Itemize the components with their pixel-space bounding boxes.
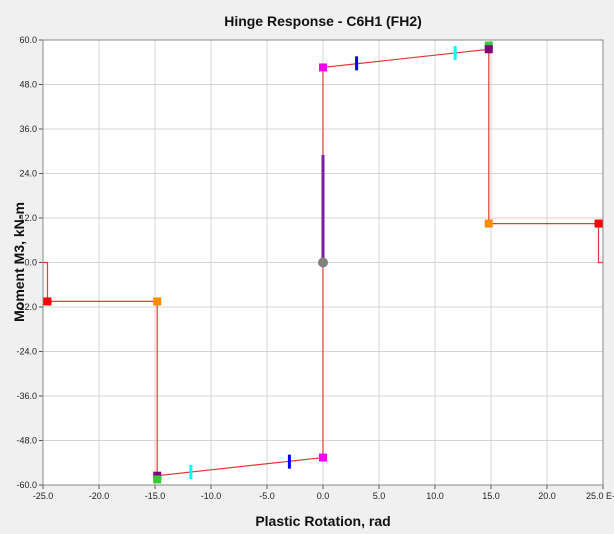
state-marker-square: [484, 45, 493, 54]
y-tick-label: 48.0: [19, 80, 37, 90]
state-marker-bar: [355, 56, 359, 71]
x-tick-label: 25.0 E-3: [586, 491, 614, 501]
x-tick-label: 0.0: [317, 491, 330, 501]
x-tick-label: -5.0: [259, 491, 275, 501]
x-tick-label: 10.0: [426, 491, 444, 501]
y-tick-label: 0.0: [24, 258, 37, 268]
state-marker-square: [484, 219, 493, 228]
state-marker-bar: [189, 465, 193, 480]
state-marker-square: [594, 219, 603, 228]
y-tick-label: -60.0: [16, 480, 37, 490]
state-marker-square: [153, 475, 162, 484]
y-axis-label: Moment M3, kN-m: [11, 202, 27, 322]
tick-labels: -25.0 -20.0 -15.0 -10.0 -5.0 0.0 5.0 10.0 15.0 20…: [16, 35, 614, 501]
y-tick-label: -24.0: [16, 347, 37, 357]
y-tick-label: -12.0: [16, 302, 37, 312]
state-marker-square: [319, 63, 327, 72]
state-marker-bar: [453, 45, 457, 60]
x-tick-label: -20.0: [89, 491, 110, 501]
x-tick-label: 20.0: [538, 491, 556, 501]
x-tick-label: -15.0: [145, 491, 166, 501]
y-tick-label: 12.0: [19, 213, 37, 223]
marker-layer: [43, 41, 603, 484]
state-marker-square: [319, 453, 327, 462]
y-tick-label: 60.0: [19, 35, 37, 45]
y-tick-label: -48.0: [16, 436, 37, 446]
state-marker-bar: [287, 454, 291, 469]
x-tick-label: -10.0: [201, 491, 222, 501]
x-tick-label: 5.0: [373, 491, 386, 501]
y-tick-label: -36.0: [16, 391, 37, 401]
y-tick-label: 36.0: [19, 124, 37, 134]
state-marker-square: [153, 297, 162, 306]
current-state-point: [318, 257, 328, 268]
x-axis-label: Plastic Rotation, rad: [255, 513, 390, 529]
x-tick-label: 15.0: [482, 491, 500, 501]
chart-title: Hinge Response - C6H1 (FH2): [224, 13, 422, 29]
y-tick-label: 24.0: [19, 169, 37, 179]
x-tick-label: -25.0: [33, 491, 54, 501]
state-marker-square: [43, 297, 52, 306]
